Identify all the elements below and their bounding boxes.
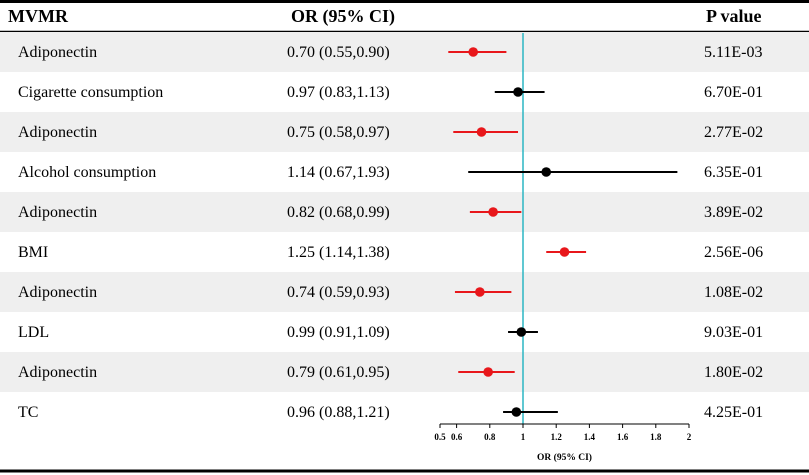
row-label: Alcohol consumption	[18, 164, 156, 181]
point-estimate	[541, 167, 552, 177]
row-shade	[0, 32, 809, 72]
row-p-value: 6.70E-01	[704, 84, 763, 101]
x-tick-label: 2	[687, 432, 692, 442]
row-label: Adiponectin	[18, 364, 97, 381]
row-shade	[0, 352, 809, 392]
row-or-text: 0.74 (0.59,0.93)	[287, 284, 390, 301]
row-or-text: 0.75 (0.58,0.97)	[287, 124, 390, 141]
x-axis-label: OR (95% CI)	[537, 452, 592, 463]
row-p-value: 2.77E-02	[704, 124, 763, 141]
row-label: Adiponectin	[18, 284, 97, 301]
point-estimate	[483, 367, 493, 377]
row-p-value: 1.80E-02	[704, 364, 763, 381]
row-label: LDL	[18, 324, 49, 341]
x-tick-label: 0.5	[434, 432, 446, 442]
row-p-value: 5.11E-03	[704, 44, 763, 61]
row-p-value: 2.56E-06	[704, 244, 763, 261]
point-estimate	[476, 127, 487, 137]
x-tick-label: 0.6	[451, 432, 463, 442]
x-tick-label: 1	[521, 432, 526, 442]
point-estimate	[559, 247, 570, 257]
row-label: TC	[18, 404, 38, 421]
point-estimate	[475, 287, 485, 297]
row-label: BMI	[18, 244, 48, 261]
row-label: Adiponectin	[18, 124, 97, 141]
x-tick-label: 1.4	[584, 432, 596, 442]
header-exposure: MVMR	[8, 6, 69, 26]
row-shade	[0, 192, 809, 232]
point-estimate	[516, 327, 527, 337]
x-tick-label: 1.8	[650, 432, 662, 442]
row-p-value: 3.89E-02	[704, 204, 763, 221]
row-or-text: 0.99 (0.91,1.09)	[287, 324, 390, 341]
x-tick-label: 1.6	[617, 432, 629, 442]
x-tick-label: 0.8	[484, 432, 496, 442]
header-p-value: P value	[706, 6, 762, 26]
row-or-text: 0.82 (0.68,0.99)	[287, 204, 390, 221]
point-estimate	[488, 207, 498, 217]
row-label: Cigarette consumption	[18, 84, 163, 101]
row-or-text: 0.70 (0.55,0.90)	[287, 44, 390, 61]
row-shade	[0, 112, 809, 152]
row-p-value: 1.08E-02	[704, 284, 763, 301]
point-estimate	[511, 407, 522, 417]
row-p-value: 4.25E-01	[704, 404, 763, 421]
row-or-text: 0.97 (0.83,1.13)	[287, 84, 390, 101]
header-or: OR (95% CI)	[291, 6, 395, 27]
row-label: Adiponectin	[18, 44, 97, 61]
row-p-value: 9.03E-01	[704, 324, 763, 341]
row-or-text: 1.25 (1.14,1.38)	[287, 244, 390, 261]
row-p-value: 6.35E-01	[704, 164, 763, 181]
row-shade	[0, 272, 809, 312]
point-estimate	[513, 87, 523, 97]
row-or-text: 0.96 (0.88,1.21)	[287, 404, 390, 421]
x-tick-label: 1.2	[551, 432, 563, 442]
row-or-text: 0.79 (0.61,0.95)	[287, 364, 390, 381]
point-estimate	[468, 47, 479, 57]
row-or-text: 1.14 (0.67,1.93)	[287, 164, 390, 181]
row-label: Adiponectin	[18, 204, 97, 221]
